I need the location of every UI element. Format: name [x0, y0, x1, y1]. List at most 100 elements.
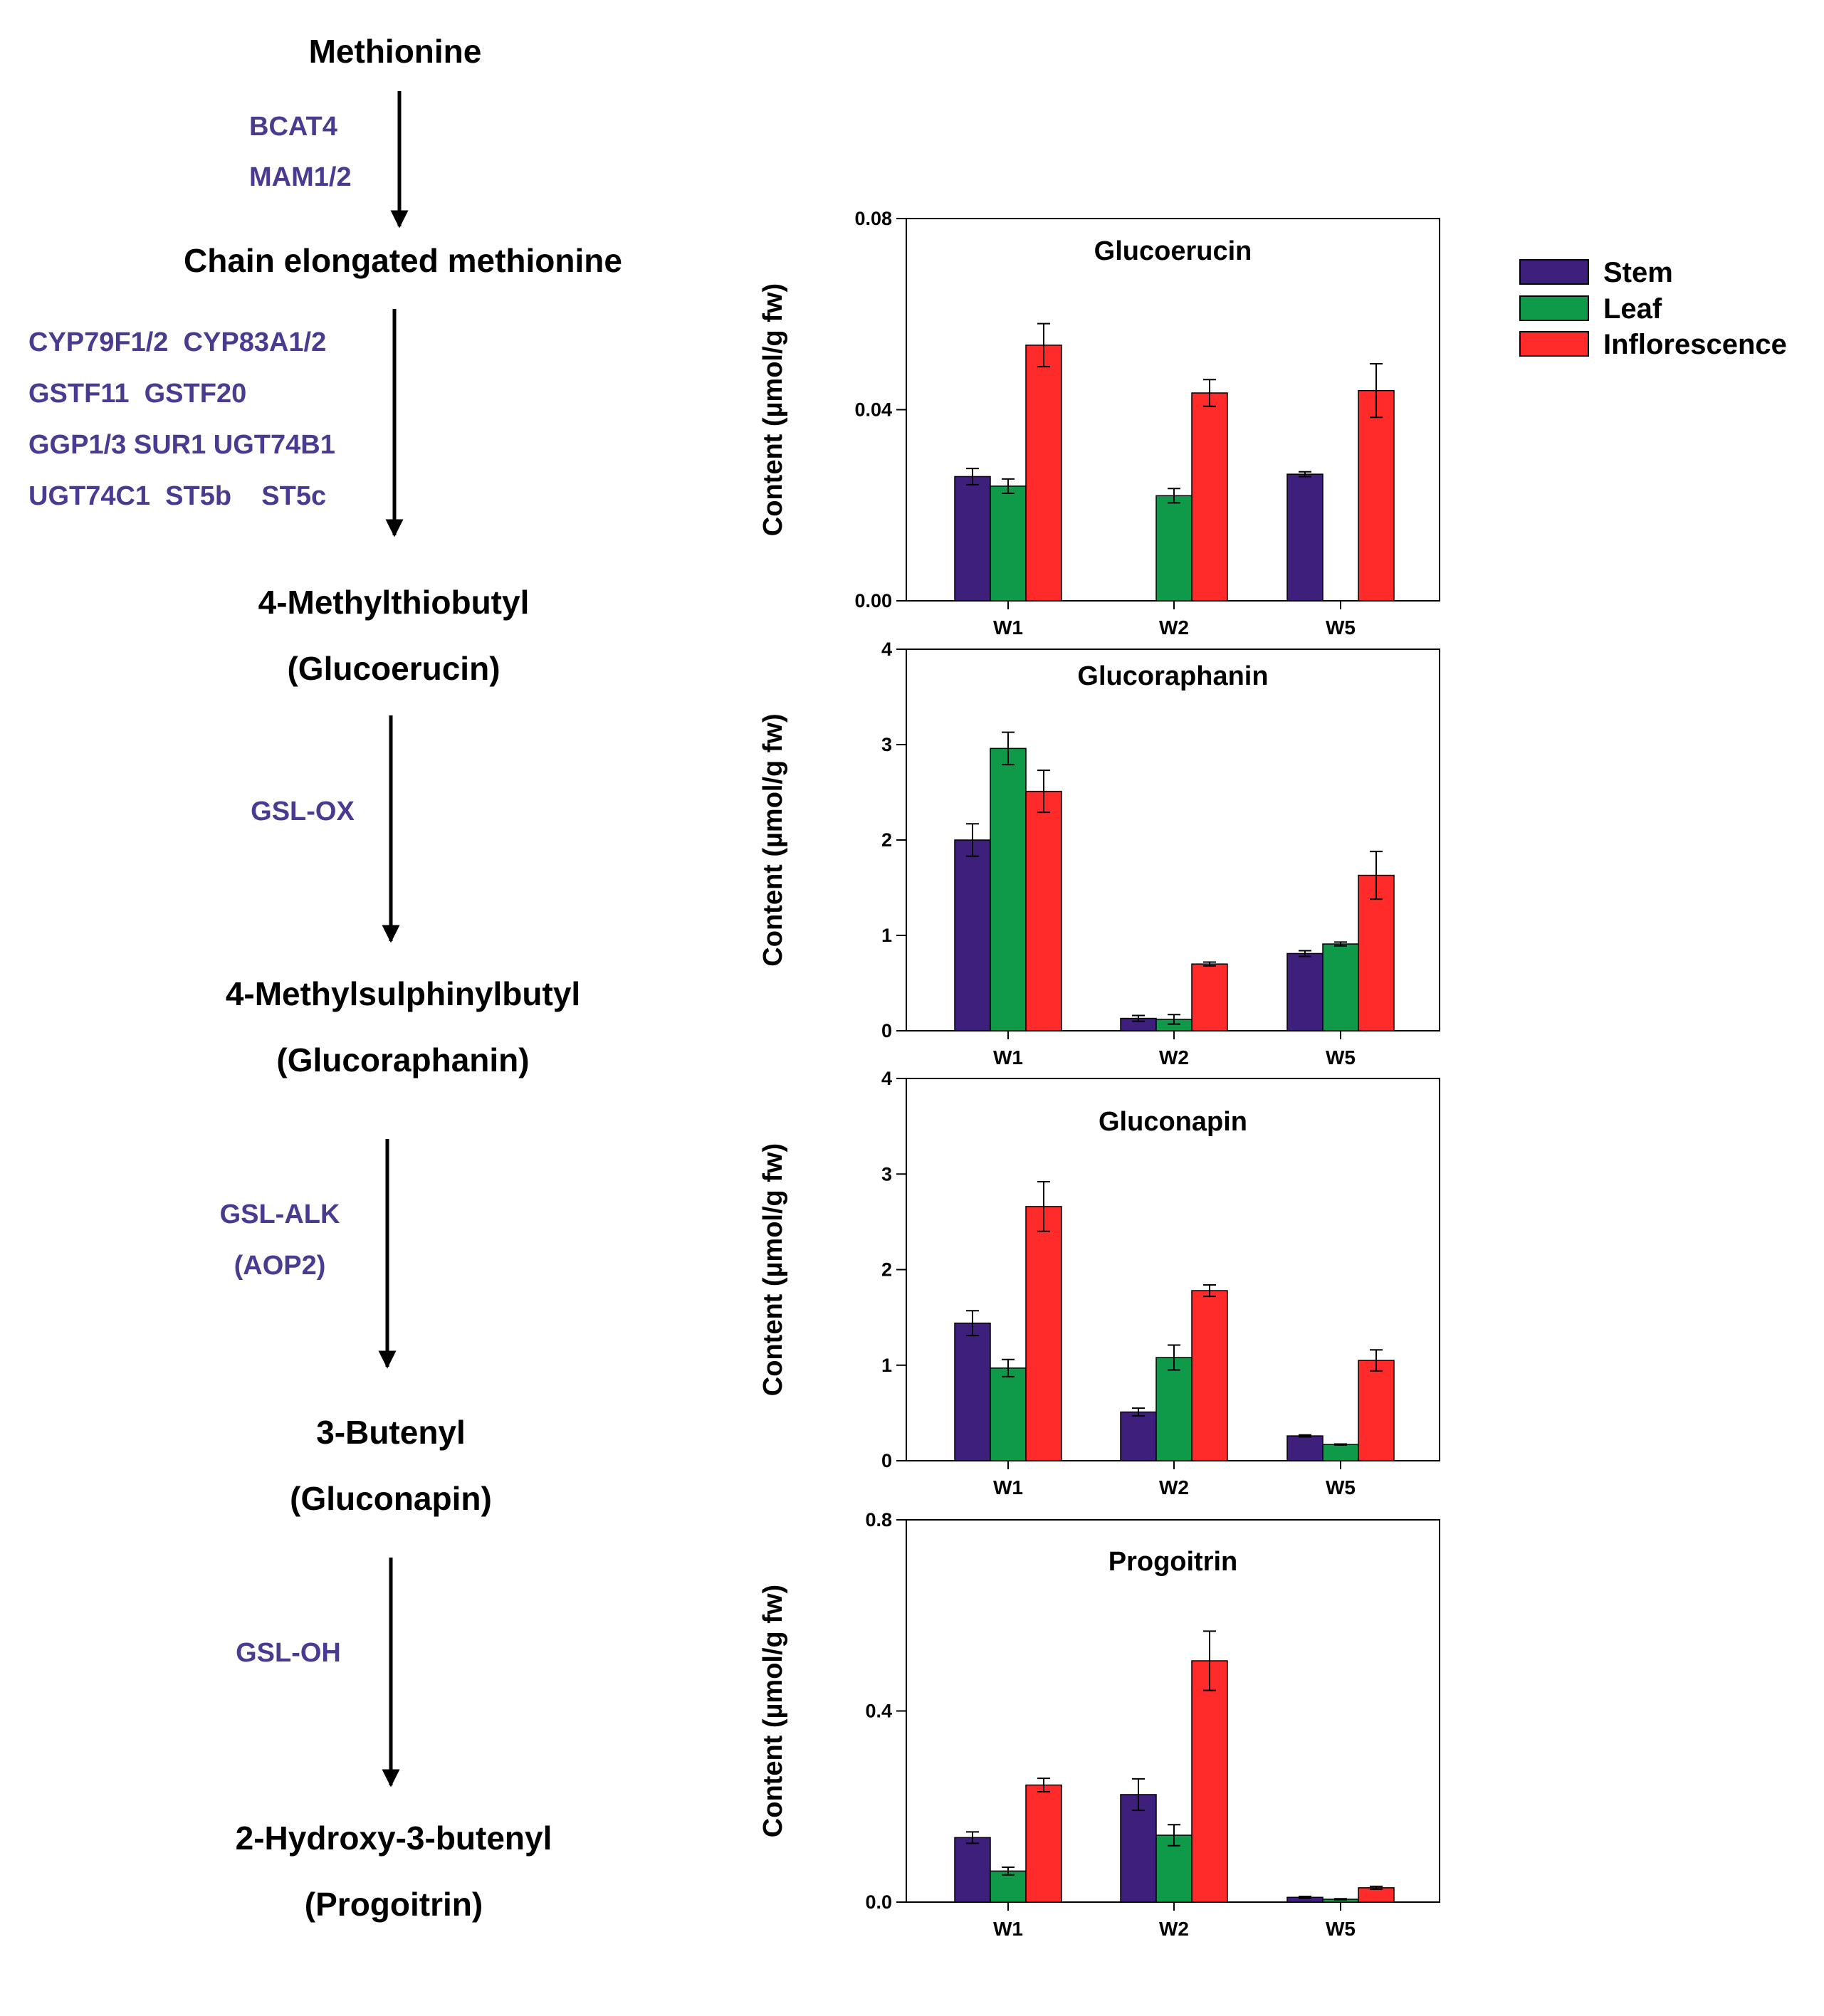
bar-stem-w1 [954, 1837, 991, 1903]
compound-2-hydroxy-3-butenyl: 2-Hydroxy-3-butenyl [236, 1820, 552, 1857]
compound-4-methylthiobutyl: 4-Methylthiobutyl [258, 584, 530, 621]
chart-gluconapin: 0 1 2 3 4 W1 W2 W5 Gluconapin Content (µmol/g fw) [758, 1068, 1440, 1498]
x-tick-label: W2 [1159, 1476, 1189, 1498]
bar-inflorescence-w1 [1025, 1784, 1062, 1903]
bar-leaf-w2 [1155, 1834, 1193, 1903]
bar-leaf-w2 [1155, 1357, 1193, 1461]
y-tick-label: 3 [881, 734, 892, 755]
y-tick-label: 4 [881, 639, 892, 660]
y-axis-label: Content (µmol/g fw) [758, 283, 788, 536]
enzyme-gsl-alk: GSL-ALK [220, 1199, 340, 1229]
chart-title: Progoitrin [1108, 1547, 1238, 1577]
enzyme-gsl-oh: GSL-OH [236, 1638, 341, 1668]
bar-leaf-w1 [990, 1367, 1027, 1461]
bar-inflorescence-w2 [1191, 392, 1228, 602]
compound-progoitrin: (Progoitrin) [305, 1886, 483, 1923]
y-axis-label: Content (µmol/g fw) [758, 1143, 788, 1396]
legend: Stem Leaf Inflorescence [1519, 257, 1787, 360]
y-tick-label: 0.00 [854, 590, 892, 611]
y-tick-label: 0.8 [865, 1509, 892, 1531]
bar-inflorescence-w5 [1358, 874, 1395, 1031]
y-tick-label: 2 [881, 829, 892, 851]
y-tick-label: 1 [881, 925, 892, 946]
enzyme-group-gstf: GSTF11 GSTF20 [28, 379, 246, 409]
x-tick-label: W5 [1326, 1046, 1356, 1069]
legend-label-leaf: Leaf [1603, 293, 1662, 325]
bar-leaf-w2 [1155, 495, 1193, 602]
y-tick-label: 0.08 [854, 208, 892, 229]
enzyme-group-ggp: GGP1/3 SUR1 UGT74B1 [28, 430, 335, 460]
bar-leaf-w1 [990, 1870, 1027, 1903]
chart-glucoraphanin: 0 1 2 3 4 W1 W2 W5 Glucoraphanin Content (µmol/g … [758, 639, 1440, 1069]
chart-progoitrin: 0.0 0.4 0.8 W1 W2 W5 Progoitrin Content (µmol/g… [758, 1509, 1440, 1940]
x-tick-label: W2 [1159, 1046, 1189, 1069]
compound-glucoerucin: (Glucoerucin) [287, 650, 500, 687]
y-tick-label: 2 [881, 1259, 892, 1281]
y-tick-label: 0 [881, 1020, 892, 1041]
legend-label-inflorescence: Inflorescence [1603, 329, 1787, 360]
bar-inflorescence-w1 [1025, 790, 1062, 1031]
compound-glucoraphanin: (Glucoraphanin) [276, 1041, 529, 1078]
bar-stem-w2 [1120, 1411, 1157, 1461]
bar-inflorescence-w2 [1191, 1660, 1228, 1903]
legend-swatch-leaf [1519, 295, 1589, 321]
x-tick-label: W1 [993, 616, 1023, 639]
enzyme-group-cyp: CYP79F1/2 CYP83A1/2 [28, 327, 326, 357]
pathway: Methionine BCAT4 MAM1/2 Chain elongated … [28, 33, 622, 1923]
chart-title: Gluconapin [1099, 1107, 1247, 1137]
legend-label-stem: Stem [1603, 257, 1673, 288]
legend-swatch-stem [1519, 259, 1589, 285]
enzyme-gsl-ox: GSL-OX [251, 797, 355, 826]
enzyme-mam: MAM1/2 [249, 162, 352, 192]
x-tick-label: W5 [1326, 1918, 1356, 1940]
enzyme-bcat4: BCAT4 [249, 112, 337, 142]
y-tick-label: 1 [881, 1355, 892, 1376]
y-tick-label: 0 [881, 1450, 892, 1471]
y-tick-label: 0.4 [865, 1701, 892, 1722]
bar-inflorescence-w1 [1025, 345, 1062, 602]
x-tick-label: W2 [1159, 1918, 1189, 1940]
legend-swatch-inflorescence [1519, 331, 1589, 357]
bar-leaf-w1 [990, 747, 1027, 1031]
y-tick-label: 0.0 [865, 1891, 892, 1913]
x-tick-label: W5 [1326, 1476, 1356, 1498]
enzyme-aop2: (AOP2) [234, 1251, 326, 1281]
compound-methionine: Methionine [309, 33, 482, 70]
x-tick-label: W1 [993, 1046, 1023, 1069]
chart-glucoerucin: 0.00 0.04 0.08 W1 W2 W5 Glucoerucin Content (µm… [758, 208, 1440, 639]
bar-stem-w5 [1286, 952, 1324, 1031]
x-tick-label: W1 [993, 1918, 1023, 1940]
x-tick-label: W1 [993, 1476, 1023, 1498]
x-tick-label: W5 [1326, 616, 1356, 639]
bar-stem-w5 [1286, 1435, 1324, 1461]
bar-inflorescence-w5 [1358, 1887, 1395, 1903]
y-tick-label: 3 [881, 1163, 892, 1185]
bar-stem-w1 [954, 476, 991, 602]
bar-stem-w1 [954, 1322, 991, 1461]
bar-stem-w2 [1120, 1794, 1157, 1903]
chart-title: Glucoerucin [1094, 236, 1252, 266]
bar-leaf-w5 [1322, 943, 1359, 1031]
bar-inflorescence-w5 [1358, 389, 1395, 602]
compound-chain-elongated: Chain elongated methionine [184, 242, 622, 279]
bar-inflorescence-w1 [1025, 1206, 1062, 1461]
y-tick-label: 4 [881, 1068, 892, 1089]
y-axis-label: Content (µmol/g fw) [758, 1585, 788, 1837]
bar-inflorescence-w2 [1191, 963, 1228, 1031]
compound-4-methylsulphinylbutyl: 4-Methylsulphinylbutyl [226, 975, 580, 1012]
bar-stem-w1 [954, 839, 991, 1031]
compound-gluconapin: (Gluconapin) [290, 1480, 492, 1517]
bar-inflorescence-w2 [1191, 1290, 1228, 1461]
chart-title: Glucoraphanin [1077, 661, 1268, 691]
bar-inflorescence-w5 [1358, 1360, 1395, 1461]
y-tick-label: 0.04 [854, 399, 892, 421]
x-tick-label: W2 [1159, 616, 1189, 639]
bar-leaf-w5 [1322, 1444, 1359, 1461]
bar-leaf-w1 [990, 485, 1027, 602]
enzyme-group-ugt: UGT74C1 ST5b ST5c [28, 481, 326, 511]
y-axis-label: Content (µmol/g fw) [758, 713, 788, 966]
compound-3-butenyl: 3-Butenyl [316, 1414, 466, 1451]
bar-stem-w5 [1286, 473, 1324, 602]
